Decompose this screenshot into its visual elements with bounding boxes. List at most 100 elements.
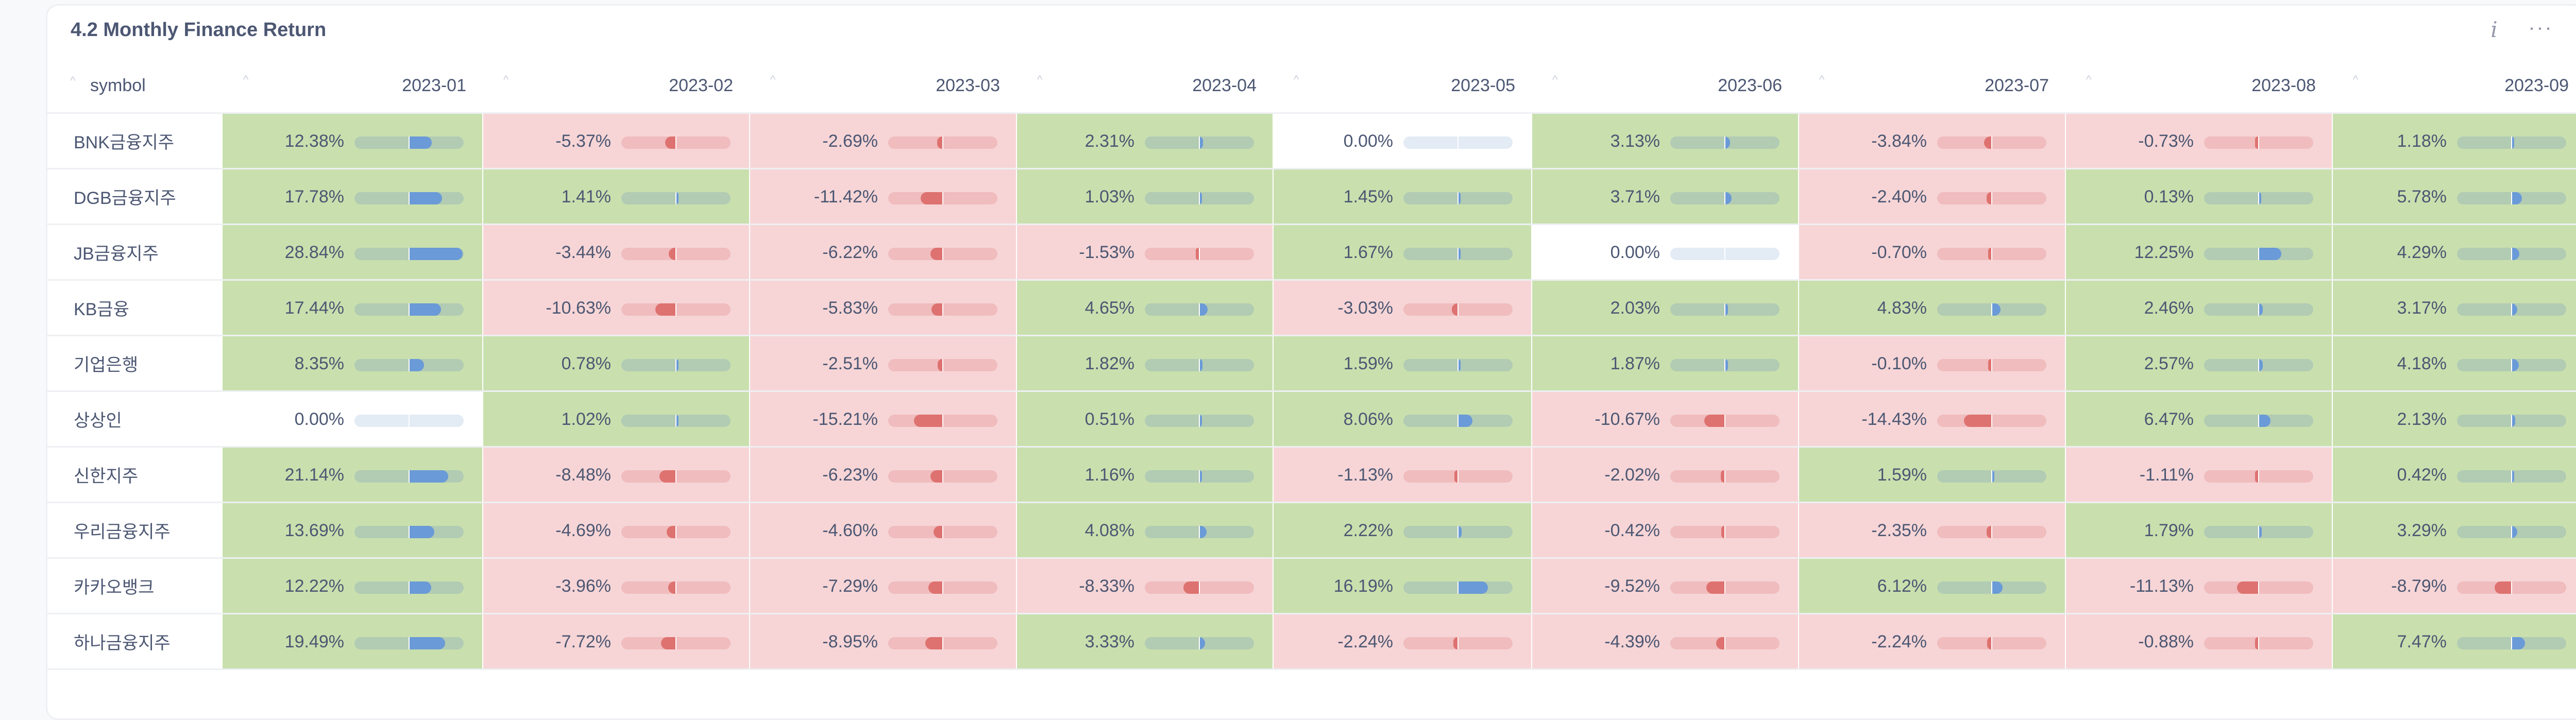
return-cell[interactable]: -7.29% [750, 558, 1017, 614]
return-cell[interactable]: 3.17% [2332, 280, 2576, 336]
return-cell[interactable]: -3.44% [483, 224, 750, 281]
return-cell[interactable]: -6.23% [750, 447, 1017, 503]
return-cell[interactable]: 3.13% [1532, 113, 1799, 169]
return-cell[interactable]: 8.06% [1273, 391, 1532, 448]
return-cell[interactable]: 1.16% [1016, 447, 1274, 503]
row-symbol[interactable]: KB금융 [47, 280, 223, 336]
return-cell[interactable]: 1.45% [1273, 168, 1532, 225]
sort-caret-icon[interactable]: ^ [770, 73, 776, 86]
return-cell[interactable]: 3.71% [1532, 168, 1799, 225]
return-cell[interactable]: -11.42% [750, 168, 1017, 225]
row-symbol[interactable]: JB금융지주 [47, 224, 223, 281]
return-cell[interactable]: 28.84% [223, 224, 483, 281]
return-cell[interactable]: -5.37% [483, 113, 750, 169]
row-symbol[interactable]: 카카오뱅크 [47, 558, 223, 614]
return-cell[interactable]: 0.00% [1273, 113, 1532, 169]
sort-caret-icon[interactable]: ^ [1294, 73, 1299, 86]
return-cell[interactable]: -2.24% [1273, 613, 1532, 670]
return-cell[interactable]: 7.47% [2332, 613, 2576, 670]
return-cell[interactable]: 8.35% [223, 335, 483, 392]
return-cell[interactable]: -2.02% [1532, 447, 1799, 503]
return-cell[interactable]: 12.38% [223, 113, 483, 169]
return-cell[interactable]: 4.83% [1799, 280, 2066, 336]
return-cell[interactable]: 5.78% [2332, 168, 2576, 225]
return-cell[interactable]: -1.11% [2065, 447, 2333, 503]
row-symbol[interactable]: BNK금융지주 [47, 113, 223, 169]
return-cell[interactable]: 1.59% [1273, 335, 1532, 392]
row-symbol[interactable]: 상상인 [47, 391, 223, 448]
return-cell[interactable]: 12.22% [223, 558, 483, 614]
column-header-2023-06[interactable]: ^ 2023-06 [1532, 59, 1799, 114]
return-cell[interactable]: 13.69% [223, 502, 483, 559]
sort-caret-icon[interactable]: ^ [2353, 73, 2359, 86]
return-cell[interactable]: 0.78% [483, 335, 750, 392]
card-title[interactable]: 4.2 Monthly Finance Return [71, 19, 327, 41]
return-cell[interactable]: -10.67% [1532, 391, 1799, 448]
return-cell[interactable]: -15.21% [750, 391, 1017, 448]
return-cell[interactable]: 1.18% [2332, 113, 2576, 169]
column-header-2023-08[interactable]: ^ 2023-08 [2065, 59, 2332, 114]
return-cell[interactable]: -0.88% [2065, 613, 2333, 670]
return-cell[interactable]: 1.02% [483, 391, 750, 448]
return-cell[interactable]: -8.33% [1016, 558, 1274, 614]
sort-caret-icon[interactable]: ^ [1037, 73, 1043, 86]
row-symbol[interactable]: DGB금융지주 [47, 168, 223, 225]
column-header-2023-03[interactable]: ^ 2023-03 [750, 59, 1016, 114]
return-cell[interactable]: 6.47% [2065, 391, 2333, 448]
return-cell[interactable]: -4.69% [483, 502, 750, 559]
return-cell[interactable]: -6.22% [750, 224, 1017, 281]
sort-caret-icon[interactable]: ^ [70, 74, 76, 87]
return-cell[interactable]: -2.40% [1799, 168, 2066, 225]
column-header-symbol[interactable]: ^ symbol [47, 59, 223, 114]
return-cell[interactable]: -8.48% [483, 447, 750, 503]
column-header-2023-09[interactable]: ^ 2023-09 [2332, 59, 2576, 114]
return-cell[interactable]: -3.03% [1273, 280, 1532, 336]
row-symbol[interactable]: 하나금융지주 [47, 613, 223, 670]
return-cell[interactable]: -7.72% [483, 613, 750, 670]
return-cell[interactable]: 3.33% [1016, 613, 1274, 670]
return-cell[interactable]: 2.31% [1016, 113, 1274, 169]
return-cell[interactable]: -3.84% [1799, 113, 2066, 169]
sort-caret-icon[interactable]: ^ [243, 73, 249, 86]
return-cell[interactable]: 2.46% [2065, 280, 2333, 336]
return-cell[interactable]: -2.51% [750, 335, 1017, 392]
return-cell[interactable]: 1.79% [2065, 502, 2333, 559]
sort-caret-icon[interactable]: ^ [503, 73, 509, 86]
return-cell[interactable]: 1.87% [1532, 335, 1799, 392]
info-icon[interactable]: i [2490, 17, 2498, 42]
return-cell[interactable]: 0.51% [1016, 391, 1274, 448]
return-cell[interactable]: 3.29% [2332, 502, 2576, 559]
return-cell[interactable]: 21.14% [223, 447, 483, 503]
return-cell[interactable]: -9.52% [1532, 558, 1799, 614]
return-cell[interactable]: 6.12% [1799, 558, 2066, 614]
row-symbol[interactable]: 기업은행 [47, 335, 223, 392]
return-cell[interactable]: 1.41% [483, 168, 750, 225]
column-header-2023-07[interactable]: ^ 2023-07 [1799, 59, 2065, 114]
return-cell[interactable]: -0.70% [1799, 224, 2066, 281]
column-header-2023-05[interactable]: ^ 2023-05 [1273, 59, 1532, 114]
return-cell[interactable]: -8.95% [750, 613, 1017, 670]
return-cell[interactable]: 4.65% [1016, 280, 1274, 336]
return-cell[interactable]: 17.44% [223, 280, 483, 336]
return-cell[interactable]: 2.03% [1532, 280, 1799, 336]
return-cell[interactable]: 4.18% [2332, 335, 2576, 392]
column-header-2023-01[interactable]: ^ 2023-01 [223, 59, 483, 114]
return-cell[interactable]: -8.79% [2332, 558, 2576, 614]
return-cell[interactable]: -0.10% [1799, 335, 2066, 392]
sort-caret-icon[interactable]: ^ [1819, 73, 1825, 86]
return-cell[interactable]: 0.00% [1532, 224, 1799, 281]
column-header-2023-02[interactable]: ^ 2023-02 [483, 59, 750, 114]
row-symbol[interactable]: 우리금융지주 [47, 502, 223, 559]
return-cell[interactable]: -2.35% [1799, 502, 2066, 559]
row-symbol[interactable]: 신한지주 [47, 447, 223, 503]
return-cell[interactable]: -4.39% [1532, 613, 1799, 670]
return-cell[interactable]: 1.03% [1016, 168, 1274, 225]
return-cell[interactable]: 4.08% [1016, 502, 1274, 559]
return-cell[interactable]: -5.83% [750, 280, 1017, 336]
return-cell[interactable]: 1.59% [1799, 447, 2066, 503]
return-cell[interactable]: 12.25% [2065, 224, 2333, 281]
return-cell[interactable]: -0.73% [2065, 113, 2333, 169]
column-header-2023-04[interactable]: ^ 2023-04 [1016, 59, 1273, 114]
return-cell[interactable]: -2.24% [1799, 613, 2066, 670]
return-cell[interactable]: -1.53% [1016, 224, 1274, 281]
